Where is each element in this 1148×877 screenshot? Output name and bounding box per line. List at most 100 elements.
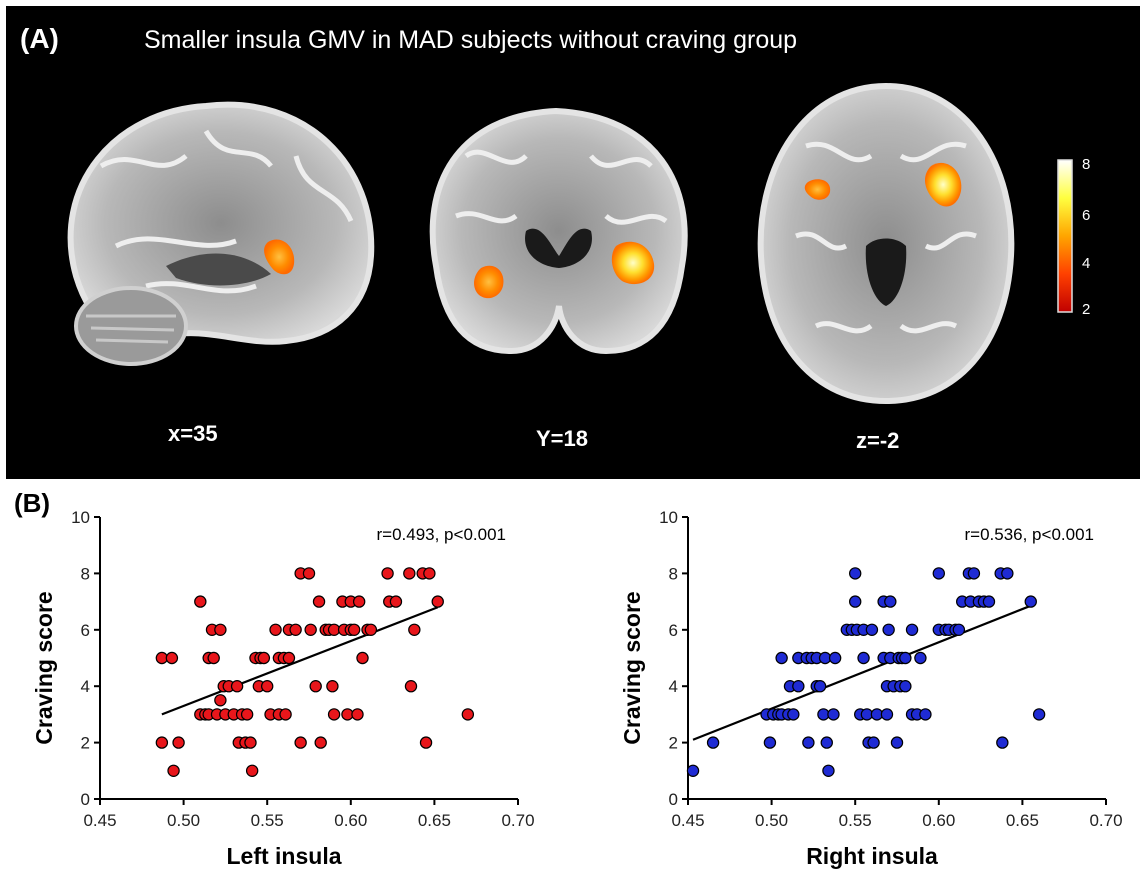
data-point [244,736,257,749]
data-point [289,623,302,636]
y-tick-label: 10 [659,508,678,527]
data-point [914,651,927,665]
x-tick-label: 0.60 [334,811,367,830]
data-point [309,679,322,693]
data-point [172,736,185,749]
data-point [356,651,369,665]
data-point [326,679,339,693]
data-point [867,736,880,749]
data-point [792,679,805,693]
data-point [822,764,835,777]
data-point [849,567,862,580]
x-tick-label: 0.70 [1089,811,1122,830]
data-point [302,567,316,580]
left-insula-activation-cluster [804,179,831,200]
axial-slice [757,82,1015,405]
x-tick-label: 0.60 [922,811,955,830]
data-point [775,651,788,665]
data-point [155,736,169,749]
data-point [207,651,220,665]
data-point [230,679,244,693]
data-point [952,623,966,636]
slice-label-sagittal: x=35 [168,421,218,446]
y-axis-label: Craving score [619,591,645,744]
data-point [802,736,815,749]
left-insula-activation-cluster [474,265,504,299]
brain-slices-figure: 8 6 4 2 (A) Smaller insula GMV in MAD su… [20,23,1090,405]
y-tick-label: 0 [669,790,678,809]
x-tick-label: 0.65 [418,811,451,830]
colorbar-tick: 6 [1082,207,1090,224]
data-point [865,623,879,636]
data-point [813,679,827,693]
data-point [461,708,475,721]
panel-b-label: (B) [14,488,50,518]
data-point [314,736,327,749]
x-tick-label: 0.45 [671,811,704,830]
data-point [932,567,946,580]
data-point [996,736,1009,749]
data-point [899,679,912,693]
slice-label-coronal: Y=18 [536,426,588,451]
y-tick-label: 2 [81,734,90,753]
data-point [787,708,800,721]
data-point [364,623,378,636]
data-point [820,736,833,749]
data-point [165,651,179,665]
data-point [828,651,842,665]
x-tick-label: 0.55 [839,811,872,830]
data-point [194,595,207,608]
x-tick-label: 0.65 [1006,811,1039,830]
data-point [312,595,326,608]
data-point [890,736,904,749]
data-point [294,736,307,749]
y-tick-label: 6 [81,621,90,640]
data-point [240,708,254,721]
data-point [706,736,720,749]
data-point [408,623,421,636]
data-point [967,567,981,580]
data-point [1032,708,1046,721]
y-axis-label: Craving score [31,591,57,744]
data-point [282,651,296,665]
x-axis-label: Right insula [806,843,938,869]
correlation-annotation: r=0.536, p<0.001 [964,525,1094,544]
scatter-plots-panel: (B) 0 2 4 6 8 10 0.45 0.50 0.55 0.60 0.65 0.70 Left … [14,488,1123,869]
data-point [431,595,444,608]
data-point [419,736,433,749]
x-tick-label: 0.55 [251,811,284,830]
x-axis-label: Left insula [226,843,341,869]
data-point [1001,567,1014,580]
data-point [423,567,436,580]
right-insula-scatter-chart: 0 2 4 6 8 10 0.45 0.50 0.55 0.60 0.65 0.70 Right ins… [619,508,1123,869]
data-point [899,651,912,665]
regression-line [161,606,439,716]
data-point [257,651,271,665]
panel-a-title: Smaller insula GMV in MAD subjects witho… [144,26,797,54]
x-tick-label: 0.50 [755,811,788,830]
data-point [167,764,180,777]
y-tick-label: 8 [669,564,678,583]
x-tick-label: 0.50 [167,811,200,830]
y-tick-label: 4 [81,677,90,696]
x-tick-label: 0.45 [83,811,116,830]
data-point [214,694,227,707]
y-tick-label: 10 [71,508,90,527]
data-point [763,736,777,749]
y-tick-label: 6 [669,621,678,640]
data-point [351,708,364,721]
slice-label-axial: z=-2 [856,428,900,453]
data-point [347,623,361,636]
data-point [849,595,862,608]
data-point [404,679,418,693]
data-point [279,708,292,721]
y-tick-label: 8 [81,564,90,583]
brain-image-panel: 8 6 4 2 (A) Smaller insula GMV in MAD su… [6,6,1140,479]
insula-activation-cluster [264,239,295,275]
y-tick-label: 0 [81,790,90,809]
data-point [884,595,897,608]
data-point [827,708,840,721]
left-insula-scatter-chart: 0 2 4 6 8 10 0.45 0.50 0.55 0.60 0.65 0.70 Left insu… [31,508,535,869]
y-tick-label: 4 [669,677,678,696]
right-insula-activation-cluster [924,162,962,207]
